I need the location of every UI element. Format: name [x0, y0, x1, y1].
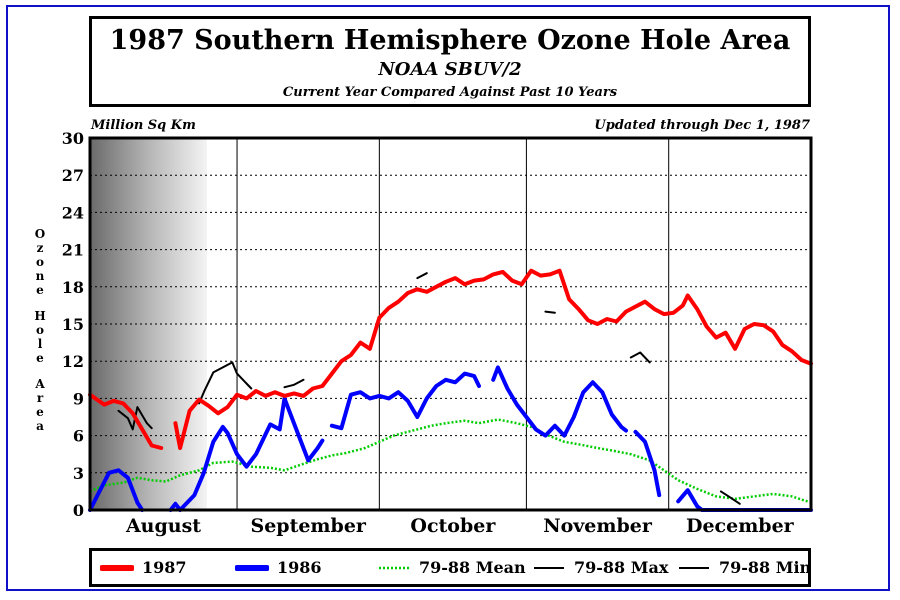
series-line-max	[544, 310, 556, 314]
x-tick-label: December	[686, 515, 795, 537]
series-line-max	[416, 272, 428, 280]
y-axis-label-char: O	[35, 227, 45, 241]
legend-item-1986: 1986	[235, 551, 322, 584]
units-label: Million Sq Km	[91, 118, 196, 133]
series-line-mean	[89, 418, 812, 504]
x-tick-label: August	[125, 515, 201, 537]
legend-item-mean: 79-88 Mean	[377, 551, 526, 584]
title-box: 1987 Southern Hemisphere Ozone Hole Area…	[89, 16, 811, 107]
x-tick-label: September	[250, 515, 366, 537]
y-tick-label: 15	[62, 315, 84, 334]
y-tick-label: 24	[62, 203, 84, 222]
y-tick-label: 6	[73, 427, 84, 446]
y-axis-label-char: e	[36, 405, 44, 419]
y-tick-label: 30	[62, 129, 84, 148]
series-line-1986	[168, 396, 325, 512]
y-axis-label-char: A	[34, 377, 45, 391]
legend-item-max: 79-88 Max	[532, 551, 668, 584]
x-tick-label: October	[410, 515, 496, 537]
y-tick-label: 9	[73, 389, 84, 408]
series-line-1986	[633, 429, 662, 498]
legend-label-max: 79-88 Max	[574, 558, 669, 577]
y-axis-label-char: e	[36, 283, 44, 297]
chart-subtitle: NOAA SBUV/2	[378, 59, 522, 80]
y-tick-label: 12	[62, 352, 84, 371]
x-tick-label: November	[543, 515, 653, 537]
y-tick-label: 21	[62, 241, 84, 260]
y-tick-label: 3	[73, 464, 84, 483]
polar-night-shading	[90, 138, 207, 510]
y-axis: 0 3 6 9 12 15 18 21 24 27 30	[62, 129, 84, 520]
series-line-max	[629, 351, 651, 364]
y-axis-label-char: H	[34, 309, 45, 323]
legend-label-1987: 1987	[142, 558, 187, 577]
y-axis-label-char: n	[36, 269, 45, 283]
series-line-1986	[88, 468, 145, 512]
y-axis-label-char: l	[38, 337, 43, 351]
updated-label: Updated through Dec 1, 1987	[594, 118, 810, 133]
series-line-1987	[88, 392, 164, 450]
legend-label-1986: 1986	[277, 558, 322, 577]
y-tick-label: 0	[73, 501, 84, 520]
y-axis-label-char: z	[37, 241, 44, 255]
legend-swatch-mean	[379, 566, 409, 569]
series-line-1986	[491, 365, 628, 438]
chart-subtitle-secondary: Current Year Compared Against Past 10 Ye…	[282, 85, 618, 100]
chart-title: 1987 Southern Hemisphere Ozone Hole Area	[109, 25, 791, 56]
y-axis-label-char: o	[36, 323, 44, 337]
series-line-max	[198, 361, 253, 405]
y-axis-label-char: e	[36, 351, 44, 365]
series-line-1986	[329, 371, 481, 431]
legend: 1987 1986 79-88 Mean 79-88 Max 79-88 Min	[89, 548, 811, 587]
legend-swatch-1986	[235, 564, 269, 571]
series-line-1987	[173, 268, 813, 450]
legend-item-min: 79-88 Min	[677, 551, 811, 584]
y-tick-label: 18	[62, 278, 84, 297]
y-axis-label-char: r	[37, 391, 44, 405]
y-tick-label: 27	[62, 166, 84, 185]
legend-label-min: 79-88 Min	[719, 558, 812, 577]
series-line-max	[283, 378, 305, 389]
legend-swatch-min	[679, 566, 709, 569]
legend-item-1987: 1987	[100, 551, 187, 584]
legend-swatch-max	[534, 566, 564, 569]
legend-label-mean: 79-88 Mean	[419, 558, 526, 577]
series-line-max	[719, 490, 741, 505]
y-axis-label-char: o	[36, 255, 44, 269]
y-axis-label-char: a	[36, 419, 44, 433]
chart-frame	[6, 5, 890, 591]
x-axis: August September October November December	[125, 515, 795, 537]
legend-swatch-1987	[100, 564, 134, 571]
series-line-1986	[676, 488, 813, 512]
series-layer	[88, 268, 813, 512]
plot-border	[88, 136, 813, 512]
